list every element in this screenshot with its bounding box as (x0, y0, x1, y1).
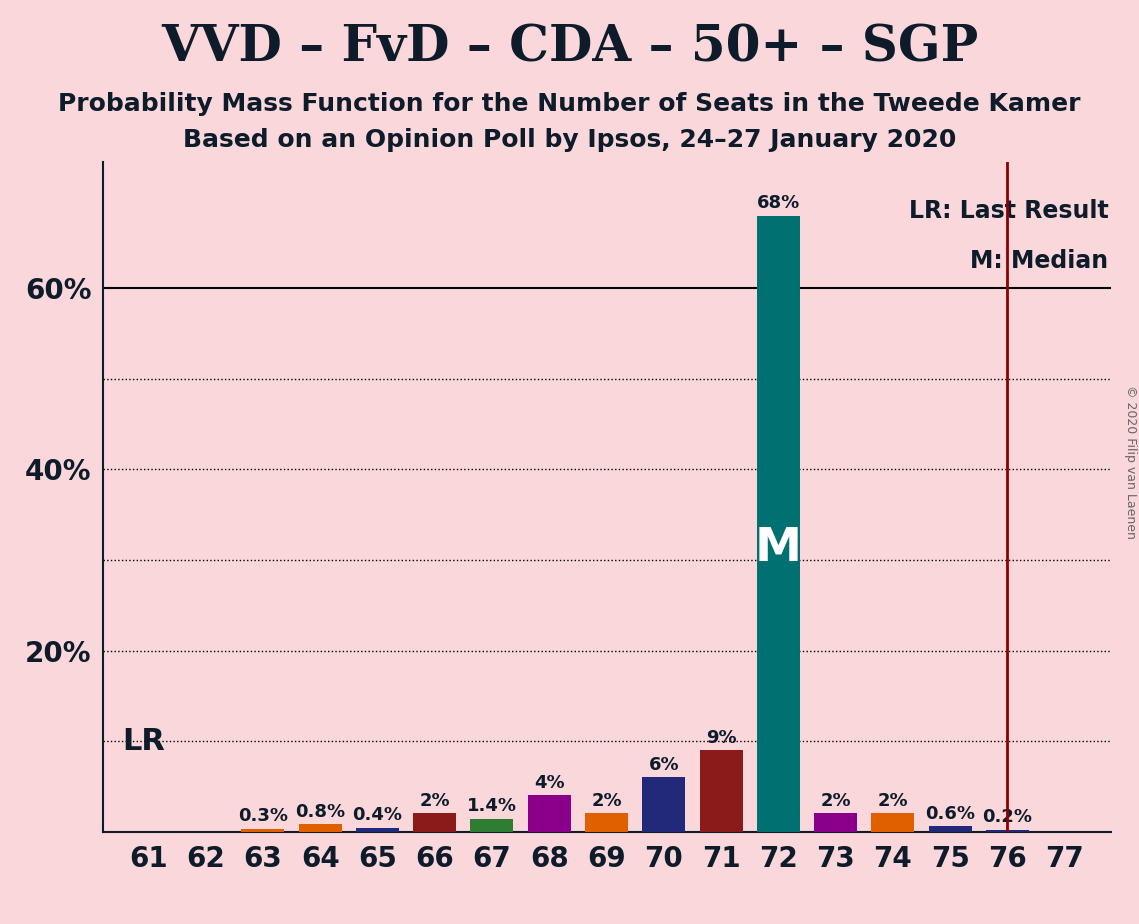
Text: 4%: 4% (534, 773, 565, 792)
Bar (413, 813, 457, 832)
Text: 0.4%: 0.4% (352, 807, 402, 824)
Text: 2%: 2% (419, 792, 450, 809)
Bar (585, 813, 628, 832)
Text: 6%: 6% (648, 756, 679, 773)
Text: VVD – FvD – CDA – 50+ – SGP: VVD – FvD – CDA – 50+ – SGP (161, 23, 978, 72)
Text: 0.6%: 0.6% (925, 805, 975, 822)
Bar (470, 819, 514, 832)
Text: 1.4%: 1.4% (467, 797, 517, 815)
Text: Based on an Opinion Poll by Ipsos, 24–27 January 2020: Based on an Opinion Poll by Ipsos, 24–27… (183, 128, 956, 152)
Text: © 2020 Filip van Laenen: © 2020 Filip van Laenen (1124, 385, 1137, 539)
Bar (871, 813, 915, 832)
Text: LR: LR (123, 726, 165, 756)
Bar (357, 828, 399, 832)
Text: LR: Last Result: LR: Last Result (909, 199, 1108, 223)
Text: 68%: 68% (756, 194, 800, 213)
Bar (928, 826, 972, 832)
Text: 0.3%: 0.3% (238, 808, 288, 825)
Text: Probability Mass Function for the Number of Seats in the Tweede Kamer: Probability Mass Function for the Number… (58, 92, 1081, 116)
Text: 0.2%: 0.2% (983, 808, 1032, 826)
Bar (756, 216, 800, 832)
Bar (699, 750, 743, 832)
Text: 2%: 2% (591, 792, 622, 809)
Text: 0.8%: 0.8% (295, 803, 345, 821)
Text: M: Median: M: Median (970, 249, 1108, 273)
Text: M: M (755, 526, 802, 571)
Bar (642, 777, 686, 832)
Text: 2%: 2% (820, 792, 851, 809)
Bar (241, 829, 285, 832)
Bar (298, 824, 342, 832)
Bar (814, 813, 857, 832)
Bar (986, 830, 1029, 832)
Text: 2%: 2% (877, 792, 908, 809)
Text: 9%: 9% (706, 728, 737, 747)
Bar (527, 796, 571, 832)
